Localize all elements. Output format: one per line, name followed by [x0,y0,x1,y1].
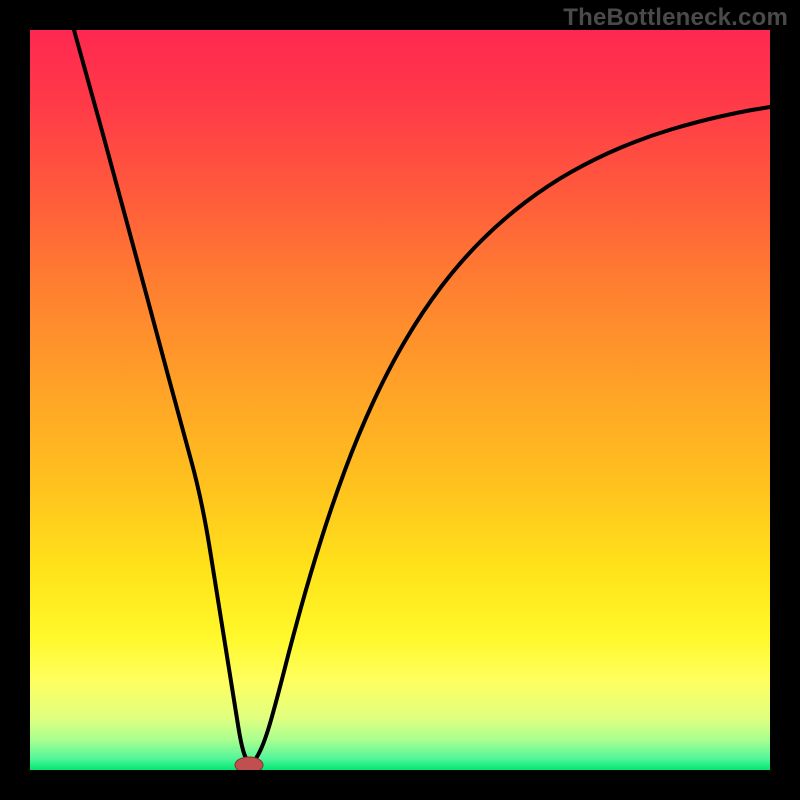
bottleneck-curve [30,30,770,770]
minimum-marker [235,757,263,770]
plot-area [30,30,770,770]
chart-container: TheBottleneck.com [0,0,800,800]
watermark-text: TheBottleneck.com [563,4,788,32]
